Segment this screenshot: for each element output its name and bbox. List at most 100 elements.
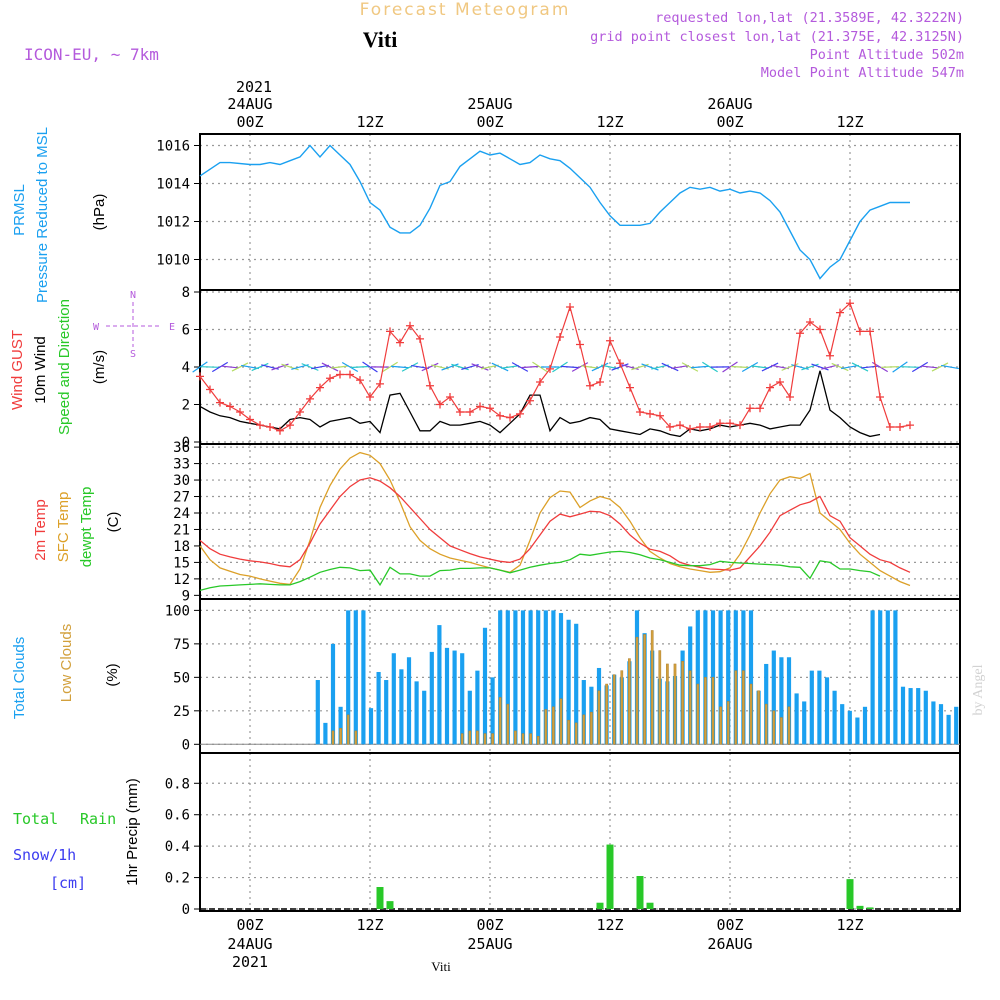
bottom-date-label-2: 25AUG xyxy=(467,935,512,953)
low-cloud-bar-66 xyxy=(704,677,707,745)
ytick-label-temp-4: 21 xyxy=(173,522,190,538)
chart-title: Forecast Meteogram xyxy=(360,0,571,20)
low-cloud-bar-68 xyxy=(719,706,722,745)
compass-s: S xyxy=(130,349,136,360)
total-cloud-bar-43 xyxy=(528,610,533,745)
temp-2m-line xyxy=(199,477,911,573)
total-cloud-bar-90 xyxy=(885,610,890,745)
wind-gust-marker-67 xyxy=(866,327,874,336)
wind-direction-arrow-21 xyxy=(401,362,419,372)
total-cloud-bar-50 xyxy=(581,680,586,745)
ytick-label-wind-4: 8 xyxy=(182,285,190,301)
wind-gust-marker-64 xyxy=(836,308,844,317)
wind-direction-arrow-17 xyxy=(362,361,378,373)
requested-coords: requested lon,lat (21.3589E, 42.3222N) xyxy=(655,10,964,26)
low-cloud-bar-40 xyxy=(506,703,510,745)
rain-bar-5 xyxy=(646,902,654,909)
bottom-hour-label-1: 12Z xyxy=(356,916,383,934)
total-cloud-bar-85 xyxy=(847,710,852,745)
precip-rain-label: Rain xyxy=(80,810,116,828)
low-cloud-bar-18 xyxy=(339,727,342,745)
low-cloud-bar-36 xyxy=(476,730,479,745)
top-year-label: 2021 xyxy=(236,78,272,96)
precip-labels: Total Rain Snow/1h [cm] 1hr Precip (mm) xyxy=(13,778,141,892)
low-cloud-bar-67 xyxy=(711,677,715,745)
wind-direction-arrow-47 xyxy=(661,362,679,372)
bottom-hour-label-5: 12Z xyxy=(836,916,863,934)
top-date-label-2: 25AUG xyxy=(467,95,512,113)
wind-direction-arrow-23 xyxy=(421,362,439,372)
low-cloud-bar-19 xyxy=(346,714,350,745)
model-label: ICON-EU, ~ 7km xyxy=(24,45,159,64)
wind-gust-label: Wind GUST xyxy=(9,330,26,410)
low-cloud-bar-54 xyxy=(612,674,616,745)
total-cloud-bar-79 xyxy=(802,701,807,745)
low-cloud-bar-65 xyxy=(696,683,700,745)
wind-direction-arrow-5 xyxy=(241,364,259,370)
low-cloud-bar-61 xyxy=(666,663,669,745)
wind-gust-marker-55 xyxy=(746,404,754,413)
ytick-label-pressure-3: 1016 xyxy=(156,139,190,155)
low-cloud-bar-55 xyxy=(620,670,624,745)
wind-gust-marker-2 xyxy=(216,398,224,407)
cloud-labels: Total Clouds Low Clouds (%) xyxy=(11,624,121,719)
bottom-year-label: 2021 xyxy=(232,953,268,971)
ytick-label-temp-1: 12 xyxy=(173,572,190,588)
wind-gust-marker-19 xyxy=(386,327,394,336)
wind-gust-marker-61 xyxy=(806,318,814,326)
rain-bar-1 xyxy=(386,901,394,909)
wind-gust-marker-26 xyxy=(456,408,464,416)
prmsl-label: PRMSL xyxy=(11,184,28,236)
wind-direction-arrow-69 xyxy=(880,366,900,368)
frame-cloud xyxy=(199,598,961,754)
total-cloud-bar-35 xyxy=(467,690,472,745)
wind-gust-marker-49 xyxy=(686,424,694,433)
low-cloud-bar-44 xyxy=(536,736,540,745)
wind-direction-arrow-39 xyxy=(581,365,599,369)
total-cloud-bar-41 xyxy=(513,610,518,745)
wind-speed-line xyxy=(199,370,881,438)
panels: 1010101210141016024689121518212427303336… xyxy=(156,134,961,918)
cloud-unit-label: (%) xyxy=(104,663,121,686)
ytick-label-precip-0: 0 xyxy=(182,902,190,918)
wind-direction-arrow-71 xyxy=(900,366,920,368)
wind-direction-arrow-48 xyxy=(671,364,689,370)
rain-bar-6 xyxy=(846,879,854,909)
wind-direction-arrow-16 xyxy=(350,365,370,369)
wind-gust-marker-10 xyxy=(296,408,304,416)
low-cloud-bar-17 xyxy=(331,730,335,745)
wind-direction-arrow-75 xyxy=(941,364,959,370)
ytick-label-pressure-1: 1012 xyxy=(156,215,190,231)
wind-direction-arrow-65 xyxy=(841,364,859,370)
wind-gust-marker-33 xyxy=(526,396,534,405)
total-cloud-bar-29 xyxy=(422,690,427,745)
wind-gust-marker-4 xyxy=(236,408,244,416)
total-cloud-bar-30 xyxy=(429,651,434,745)
ytick-label-wind-0: 0 xyxy=(182,435,190,451)
top-date-label-4: 26AUG xyxy=(707,95,752,113)
wind-gust-marker-62 xyxy=(816,325,824,334)
wind-gust-marker-52 xyxy=(716,419,724,428)
rain-bar-0 xyxy=(376,887,384,909)
temp-2m-label: 2m Temp xyxy=(32,499,49,560)
temp-dewpt-label: dewpt Temp xyxy=(78,487,95,568)
wind-10m-label: 10m Wind xyxy=(32,336,49,404)
top-hour-label-5: 12Z xyxy=(836,113,863,131)
low-cloud-bar-39 xyxy=(498,697,502,745)
temp-unit-label: (C) xyxy=(105,512,122,533)
total-cloud-bar-99 xyxy=(954,706,959,745)
wind-gust-marker-0 xyxy=(196,372,204,381)
total-cloud-bar-32 xyxy=(444,647,450,745)
total-cloud-bar-39 xyxy=(498,610,503,745)
pressure-labels: PRMSL Pressure Reduced to MSL (hPa) xyxy=(11,127,108,303)
low-cloud-bar-51 xyxy=(590,711,593,745)
ytick-label-pressure-0: 1010 xyxy=(156,253,190,269)
total-cloud-bar-37 xyxy=(482,627,488,745)
wind-direction-arrow-32 xyxy=(511,362,529,372)
low-cloud-bar-72 xyxy=(749,683,753,745)
ytick-label-cloud-1: 25 xyxy=(173,704,190,720)
low-cloud-bar-45 xyxy=(544,709,548,745)
total-cloud-bar-42 xyxy=(520,610,526,745)
wind-direction-arrow-72 xyxy=(911,361,929,373)
